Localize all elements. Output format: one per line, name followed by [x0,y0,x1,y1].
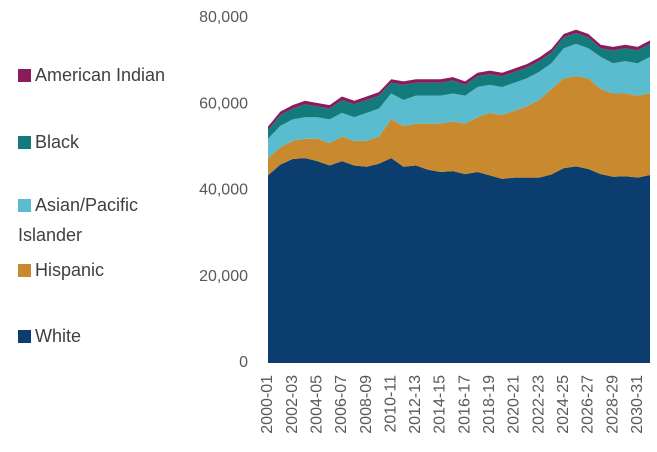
x-tick-label: 2002-03 [284,375,301,434]
area [268,33,650,139]
legend-label: Black [35,132,80,152]
x-tick-label: 2012-13 [407,375,424,434]
y-tick-label: 60,000 [199,95,248,112]
y-tick-label: 20,000 [199,268,248,285]
x-tick-label: 2018-19 [481,375,498,434]
x-tick-label: 2022-23 [530,375,547,434]
x-tick-label: 2030-31 [629,375,646,434]
x-tick-label: 2028-29 [604,375,621,434]
x-tick-label: 2016-17 [456,375,473,434]
x-tick-label: 2006-07 [333,375,350,434]
y-tick-label: 0 [239,354,248,371]
legend-entry: Black [18,127,178,157]
legend-entry: American Indian [18,60,178,90]
legend-entry: White [18,321,178,351]
x-tick-label: 2014-15 [432,375,449,434]
area [268,76,650,179]
y-tick-label: 40,000 [199,182,248,199]
x-tick-label: 2010-11 [382,375,399,433]
legend-swatch [18,199,31,212]
x-tick-label: 2024-25 [555,375,572,434]
legend-entry: Asian/Pacific Islander [18,190,178,250]
x-tick-label: 2000-01 [259,375,276,434]
legend-swatch [18,330,31,343]
legend-label: Asian/Pacific Islander [18,195,139,245]
area [268,29,650,131]
y-tick-label: 80,000 [199,9,248,26]
legend-label: American Indian [35,65,166,85]
x-tick-label: 2004-05 [309,375,326,434]
legend-swatch [18,264,31,277]
area [268,158,650,363]
legend-label: Hispanic [35,260,105,280]
legend-swatch [18,69,31,82]
x-tick-label: 2020-21 [506,375,523,434]
x-tick-label: 2008-09 [358,375,375,434]
legend-swatch [18,136,31,149]
legend-entry: Hispanic [18,255,178,285]
x-tick-label: 2026-27 [580,375,597,434]
area [268,43,650,159]
legend-label: White [35,326,82,346]
